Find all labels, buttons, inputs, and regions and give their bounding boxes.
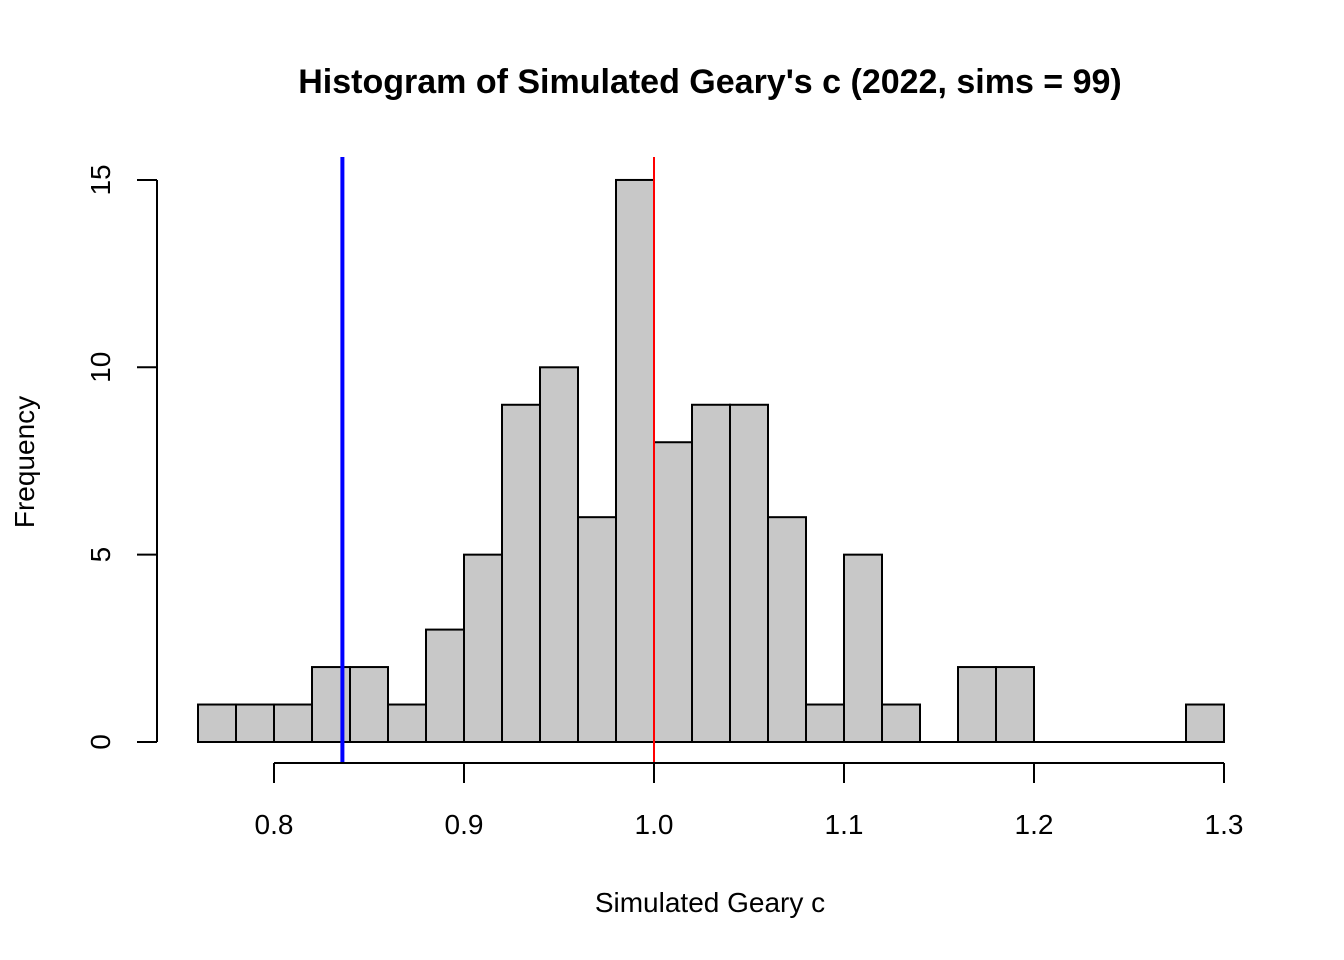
histogram-bar — [501, 403, 541, 743]
histogram-bar — [767, 516, 807, 743]
histogram-bar — [881, 703, 921, 744]
histogram-bar — [1185, 703, 1225, 744]
histogram-bar — [387, 703, 427, 744]
x-tick-label: 0.9 — [445, 809, 484, 840]
histogram-bar — [995, 666, 1035, 743]
chart-title: Histogram of Simulated Geary's c (2022, … — [298, 63, 1122, 101]
y-tick-label: 10 — [85, 352, 116, 383]
histogram-bar — [197, 703, 237, 744]
histogram-bar — [691, 403, 731, 743]
y-tick-label: 5 — [85, 547, 116, 563]
x-tick-label: 0.8 — [255, 809, 294, 840]
histogram-bar — [957, 666, 997, 743]
y-axis: 0 5 10 15 — [85, 164, 158, 750]
histogram-bar — [463, 553, 503, 744]
x-tick-label: 1.3 — [1205, 809, 1244, 840]
histogram-bar — [805, 703, 845, 744]
x-tick-label: 1.2 — [1015, 809, 1054, 840]
histogram-bar — [235, 703, 275, 744]
y-tick-label: 0 — [85, 734, 116, 750]
x-tick-label: 1.0 — [635, 809, 674, 840]
histogram-bar — [729, 403, 769, 743]
x-axis-label: Simulated Geary c — [595, 887, 825, 918]
histogram-bar — [425, 628, 465, 744]
histogram-bar — [615, 178, 655, 743]
reference-lines — [340, 157, 655, 763]
histogram-bar — [539, 366, 579, 743]
histogram-bar — [843, 553, 883, 744]
histogram-bars — [197, 178, 1225, 744]
x-tick-label: 1.1 — [825, 809, 864, 840]
y-axis-label: Frequency — [9, 396, 40, 528]
histogram-bar — [273, 703, 313, 744]
histogram-bar — [577, 516, 617, 743]
x-axis: 0.8 0.9 1.0 1.1 1.2 1.3 — [255, 762, 1244, 840]
y-tick-label: 15 — [85, 164, 116, 195]
histogram-bar — [653, 441, 693, 743]
histogram-bar — [349, 666, 389, 743]
